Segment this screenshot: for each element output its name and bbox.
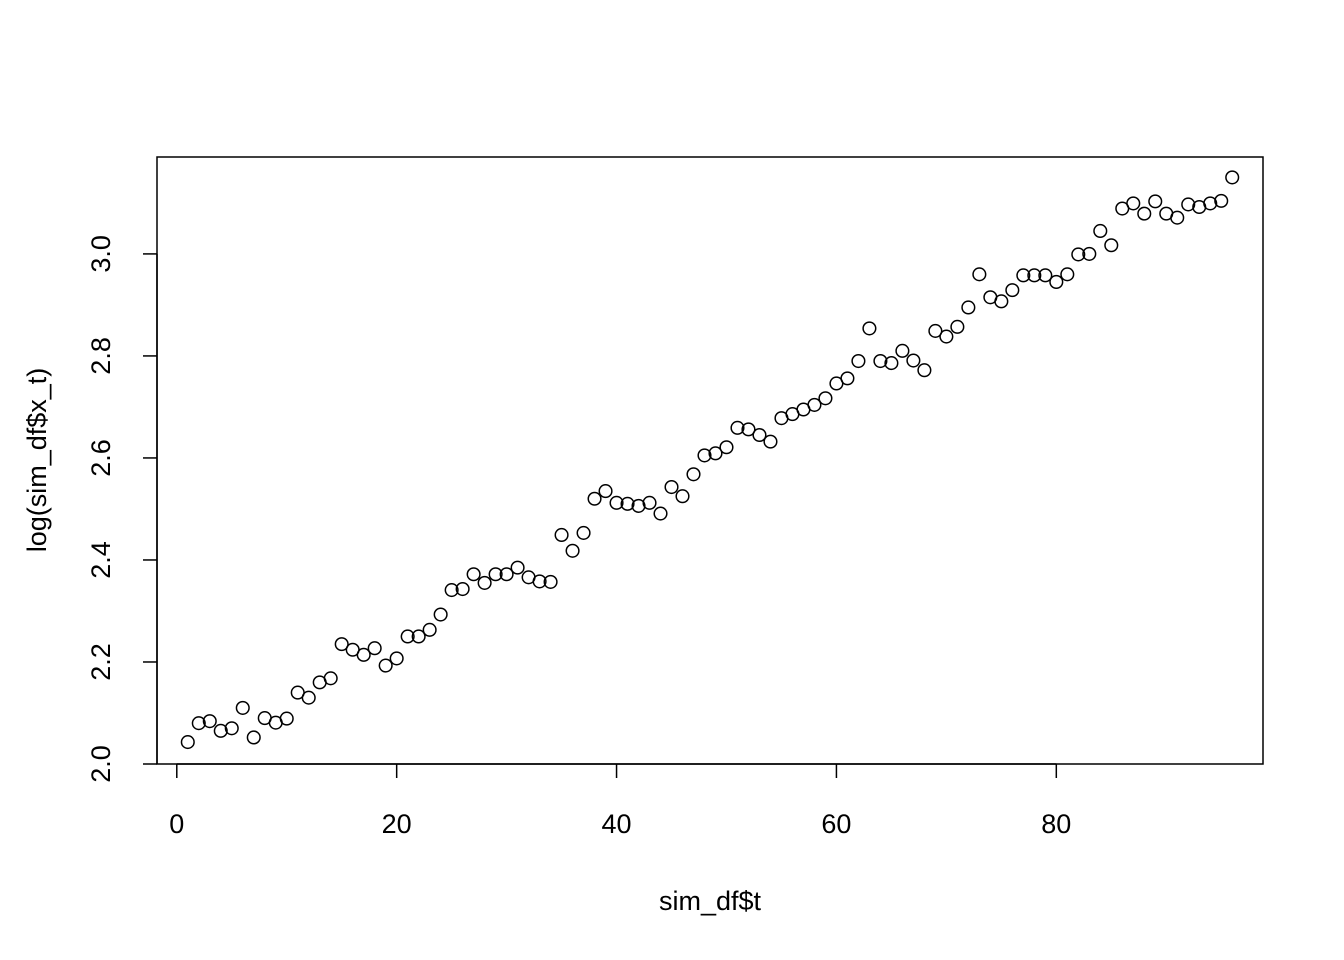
data-point [235, 700, 250, 715]
data-point [972, 267, 987, 282]
data-point [642, 495, 657, 510]
data-point [466, 567, 481, 582]
data-point [884, 356, 899, 371]
x-tick-label: 20 [382, 809, 412, 839]
x-tick-label: 60 [821, 809, 851, 839]
data-point [1038, 268, 1053, 283]
data-point [939, 329, 954, 344]
y-tick-label: 3.0 [86, 235, 116, 273]
data-point [730, 420, 745, 435]
data-point [246, 730, 261, 745]
data-point [455, 581, 470, 597]
data-point [1137, 206, 1152, 221]
data-point [620, 496, 635, 511]
data-point [510, 560, 525, 575]
data-point [587, 491, 602, 506]
data-point [1093, 223, 1108, 239]
data-point [378, 658, 393, 673]
data-point [1082, 246, 1097, 261]
data-point [279, 711, 294, 726]
data-points [180, 170, 1240, 750]
data-point [961, 300, 976, 315]
data-point [719, 440, 734, 455]
data-point [180, 735, 195, 750]
data-point [323, 671, 338, 686]
data-point [1148, 194, 1163, 209]
data-point [202, 714, 217, 729]
data-point [917, 363, 932, 378]
x-tick-label: 40 [602, 809, 632, 839]
data-point [697, 448, 712, 463]
data-point [213, 723, 228, 738]
data-point [1027, 268, 1042, 283]
data-point [928, 323, 943, 338]
data-point [741, 422, 756, 437]
data-point [565, 543, 580, 558]
y-axis-title: log(sim_df$x_t) [22, 368, 52, 553]
data-point [1214, 193, 1229, 208]
data-point [1016, 268, 1031, 283]
data-point [752, 427, 767, 443]
data-point [598, 484, 613, 499]
y-tick-label: 2.0 [86, 745, 116, 783]
plot-frame [156, 156, 1264, 765]
data-point [675, 489, 690, 504]
data-point [1126, 196, 1141, 211]
data-point [1049, 274, 1064, 290]
data-point [356, 647, 371, 662]
data-point [367, 641, 382, 656]
data-point [763, 434, 778, 449]
data-point [543, 574, 558, 589]
data-point [906, 353, 921, 368]
data-point [400, 629, 415, 644]
data-point [444, 583, 459, 598]
data-point [334, 637, 349, 652]
data-point [840, 371, 855, 386]
data-point [433, 607, 448, 622]
data-point [1060, 267, 1075, 282]
data-point [994, 294, 1009, 309]
data-point [851, 353, 866, 369]
y-tick-label: 2.2 [86, 643, 116, 681]
data-point [708, 446, 723, 461]
data-point [1104, 238, 1119, 253]
data-point [554, 527, 569, 543]
data-point [653, 506, 668, 521]
x-tick-label: 0 [169, 809, 184, 839]
data-point [488, 567, 503, 582]
data-point [873, 353, 888, 369]
data-point [422, 622, 437, 637]
data-point [664, 479, 679, 495]
data-point [862, 321, 877, 336]
y-tick-label: 2.4 [86, 541, 116, 579]
data-point [576, 525, 591, 540]
data-point [389, 651, 404, 666]
data-point [950, 319, 965, 334]
y-tick-label: 2.8 [86, 337, 116, 375]
data-point [818, 391, 833, 406]
data-point [1225, 170, 1240, 185]
data-point [686, 467, 701, 482]
data-point [1005, 283, 1020, 298]
data-point [1170, 210, 1185, 225]
data-point [1071, 247, 1086, 262]
x-axis-title: sim_df$t [659, 886, 762, 916]
data-point [301, 690, 316, 705]
data-point [895, 343, 910, 358]
data-point [411, 629, 426, 644]
y-tick-label: 2.6 [86, 439, 116, 477]
data-point [499, 567, 514, 582]
data-point [477, 575, 492, 590]
data-point [1203, 196, 1218, 211]
data-point [807, 397, 822, 412]
data-point [191, 716, 206, 731]
x-tick-label: 80 [1041, 809, 1071, 839]
data-point [1181, 197, 1196, 212]
data-point [609, 495, 624, 510]
x-axis: 0 20 40 60 80 [169, 763, 1071, 839]
data-point [224, 721, 239, 736]
y-axis: 2.0 2.2 2.4 2.6 2.8 3.0 [86, 235, 158, 783]
data-point [532, 574, 547, 589]
